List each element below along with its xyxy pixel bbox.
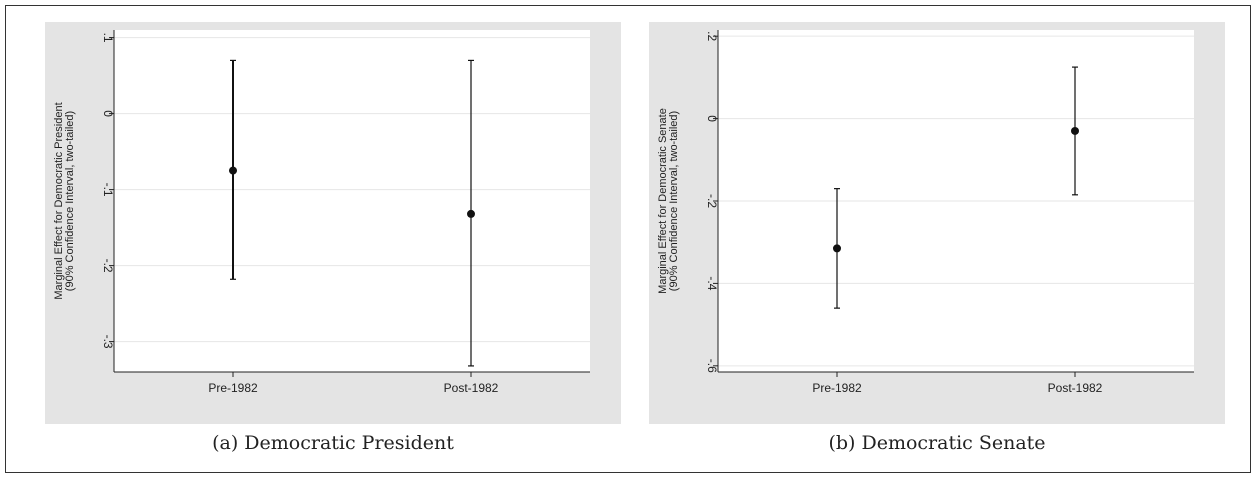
sen-ylabel-line: (90% Confidence Interval, two-tailed): [668, 111, 680, 291]
chart-senate-svg: -.6 -.4 -.2 0 .2 Pre-1982 Post-1982 Marginal Ef…: [649, 22, 1225, 424]
figure-frame: [5, 5, 1251, 473]
sen-point-estimate: [1071, 126, 1079, 135]
pres-xtick-label: Post-1982: [444, 381, 499, 395]
pres-point-estimate: [467, 209, 475, 218]
pres-ytick-label: 0: [101, 110, 115, 117]
caption-president: (a) Democratic President: [212, 432, 454, 454]
chart-panel-senate: -.6 -.4 -.2 0 .2 Pre-1982 Post-1982 Marginal Ef…: [649, 22, 1225, 424]
sen-point-estimate: [833, 244, 841, 253]
sen-ytick-label: -.2: [705, 194, 719, 208]
caption-senate: (b) Democratic Senate: [828, 432, 1046, 454]
pres-ylabel-line: Marginal Effect for Democratic President: [53, 102, 65, 299]
pres-ylabel-line: (90% Confidence Interval, two-tailed): [64, 111, 76, 291]
pres-ytick-label: -.3: [101, 335, 115, 349]
sen-ytick-label: .2: [705, 31, 719, 41]
sen-ytick-label: -.6: [705, 359, 719, 373]
pres-ytick-label: -.2: [101, 259, 115, 273]
sen-ytick-label: 0: [705, 115, 719, 122]
sen-xtick-label: Post-1982: [1048, 381, 1103, 395]
sen-ytick-label: -.4: [705, 276, 719, 290]
pres-point-estimate: [229, 166, 237, 175]
sen-ylabel-line: Marginal Effect for Democratic Senate: [657, 108, 669, 294]
pres-ytick-label: -.1: [101, 183, 115, 197]
sen-xtick-label: Pre-1982: [812, 381, 862, 395]
pres-ytick-label: .1: [101, 33, 115, 43]
pres-plot-area: [114, 30, 590, 372]
pres-xtick-label: Pre-1982: [208, 381, 258, 395]
chart-president-svg: -.3 -.2 -.1 0 .1 Pre-1982 Post-1982 Marginal Ef…: [45, 22, 621, 424]
chart-panel-president: -.3 -.2 -.1 0 .1 Pre-1982 Post-1982 Marginal Ef…: [45, 22, 621, 424]
